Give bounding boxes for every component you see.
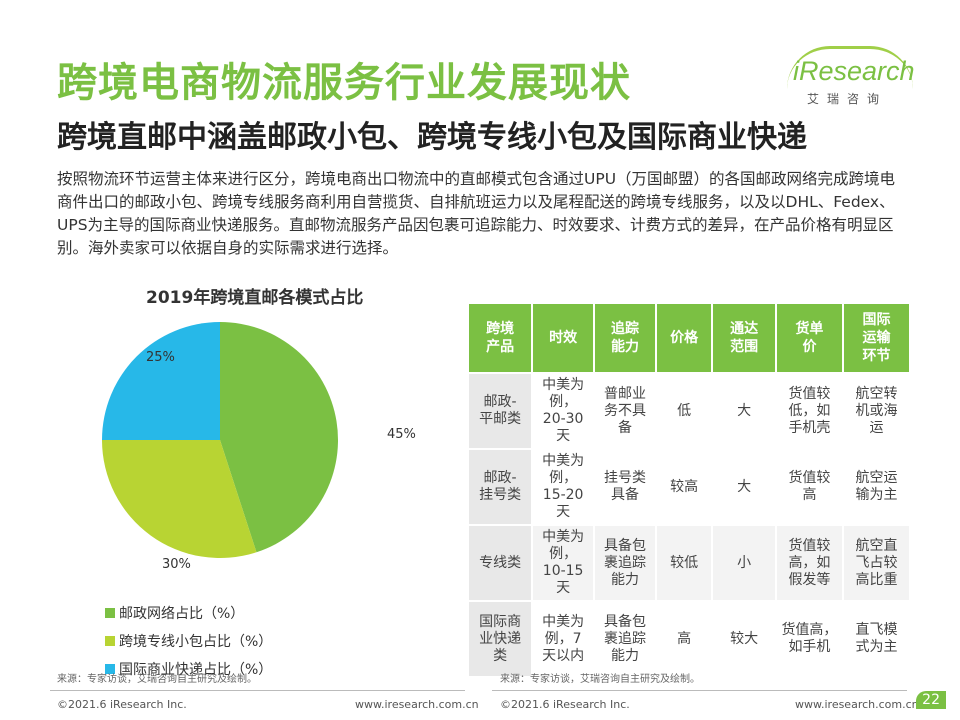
table-cell: 较高 bbox=[656, 450, 712, 524]
table-cell: 货值较 低，如 手机壳 bbox=[776, 374, 842, 448]
table-header-cell: 追踪 能力 bbox=[595, 304, 655, 372]
table-cell: 具备包 裹追踪 能力 bbox=[595, 526, 655, 600]
legend-item-line: 跨境专线小包占比（%） bbox=[105, 631, 272, 651]
table-cell: 邮政- 挂号类 bbox=[469, 450, 532, 524]
table-header-cell: 国际 运输 环节 bbox=[844, 304, 909, 372]
table-row: 国际商 业快递类中美为 例，7 天以内 具备包 裹追踪 能力高较大 货值高， 如手机 直飞模 式为主 bbox=[469, 602, 909, 676]
legend-label-line: 跨境专线小包占比（%） bbox=[119, 634, 273, 650]
table-row: 邮政- 挂号类 中美为 例， 15-20 天挂号类 具备 较高大货值较高航空运 输为主 bbox=[469, 450, 909, 524]
table-cell: 高 bbox=[656, 602, 712, 676]
footer-divider-right bbox=[492, 690, 907, 691]
table-cell: 国际商 业快递类 bbox=[469, 602, 532, 676]
logo-brand: iResearch bbox=[793, 56, 915, 86]
table-cell: 较低 bbox=[656, 526, 712, 600]
table-cell: 低 bbox=[656, 374, 712, 448]
table-cell: 大 bbox=[713, 374, 775, 448]
url-left: www.iresearch.com.cn bbox=[355, 698, 479, 711]
footer-divider-left bbox=[50, 690, 465, 691]
source-note-left: 来源：专家访谈，艾瑞咨询自主研究及绘制。 bbox=[57, 674, 257, 685]
legend-swatch-postal bbox=[105, 608, 115, 618]
legend-item-express: 国际商业快递占比（%） bbox=[105, 659, 272, 679]
logo-cn: 艾瑞咨询 bbox=[807, 92, 888, 106]
legend-swatch-line bbox=[105, 636, 115, 646]
pie-slice-line bbox=[102, 440, 257, 558]
table-cell: 邮政- 平邮类 bbox=[469, 374, 532, 448]
table-cell: 大 bbox=[713, 450, 775, 524]
copyright-left: ©2021.6 iResearch Inc. bbox=[57, 698, 187, 711]
table-body: 邮政- 平邮类 中美为 例， 20-30 天普邮业 务不具备低大货值较 低，如 手机壳 航空转 机或… bbox=[469, 374, 909, 676]
table-cell: 具备包 裹追踪 能力 bbox=[595, 602, 655, 676]
legend-item-postal: 邮政网络占比（%） bbox=[105, 603, 244, 623]
table-cell: 挂号类 具备 bbox=[595, 450, 655, 524]
table-cell: 航空运 输为主 bbox=[844, 450, 909, 524]
url-right: www.iresearch.com.cn bbox=[795, 698, 919, 711]
page-number: 22 bbox=[916, 691, 946, 709]
table-cell: 普邮业 务不具备 bbox=[595, 374, 655, 448]
table-header-cell: 通达 范围 bbox=[713, 304, 775, 372]
pie-label-line: 30% bbox=[162, 557, 191, 572]
legend-label-postal: 邮政网络占比（%） bbox=[119, 606, 245, 622]
table-cell: 小 bbox=[713, 526, 775, 600]
chart-title: 2019年跨境直邮各模式占比 bbox=[146, 288, 364, 308]
pie-slice-express bbox=[102, 322, 220, 440]
iresearch-logo: iResearch 艾瑞咨询 bbox=[785, 46, 915, 110]
table-cell: 货值较高 bbox=[776, 450, 842, 524]
table-cell: 直飞模 式为主 bbox=[844, 602, 909, 676]
table-header-row: 跨境 产品 时效 追踪 能力 价格 通达 范围 货单价国际 运输 环节 bbox=[469, 304, 909, 372]
body-text: 按照物流环节运营主体来进行区分，跨境电商出口物流中的直邮模式包含通过UPU（万国… bbox=[57, 170, 896, 257]
table-cell: 中美为 例， 20-30 天 bbox=[533, 374, 594, 448]
logo-swoosh-icon bbox=[787, 46, 913, 89]
table-cell: 中美为 例，7 天以内 bbox=[533, 602, 594, 676]
table-header-cell: 货单价 bbox=[776, 304, 842, 372]
legend-swatch-express bbox=[105, 664, 115, 674]
pie-slice-postal bbox=[220, 322, 338, 553]
table-cell: 中美为 例， 10-15 天 bbox=[533, 526, 594, 600]
page-title: 跨境电商物流服务行业发展现状 bbox=[57, 60, 631, 106]
table-cell: 航空直 飞占较 高比重 bbox=[844, 526, 909, 600]
table-header-cell: 跨境 产品 bbox=[469, 304, 532, 372]
table-cell: 较大 bbox=[713, 602, 775, 676]
pie-chart bbox=[102, 322, 338, 558]
comparison-table: 跨境 产品 时效 追踪 能力 价格 通达 范围 货单价国际 运输 环节 邮政- 平邮类 中美为 例， 20-… bbox=[467, 302, 911, 678]
table-cell: 货值较 高，如 假发等 bbox=[776, 526, 842, 600]
source-note-right: 来源：专家访谈，艾瑞咨询自主研究及绘制。 bbox=[500, 674, 700, 685]
chart-legend: 邮政网络占比（%） 跨境专线小包占比（%） 国际商业快递占比（%） bbox=[105, 603, 445, 687]
table-cell: 航空转 机或海运 bbox=[844, 374, 909, 448]
pie-label-express: 25% bbox=[146, 350, 175, 365]
legend-label-express: 国际商业快递占比（%） bbox=[119, 662, 273, 678]
pie-label-postal: 45% bbox=[387, 427, 416, 442]
copyright-right: ©2021.6 iResearch Inc. bbox=[500, 698, 630, 711]
table-row: 专线类 中美为 例， 10-15 天具备包 裹追踪 能力 较低小货值较 高，如 假发等 航空直 飞占较… bbox=[469, 526, 909, 600]
table-header-cell: 价格 bbox=[656, 304, 712, 372]
table-cell: 专线类 bbox=[469, 526, 532, 600]
table-cell: 中美为 例， 15-20 天 bbox=[533, 450, 594, 524]
table-header-cell: 时效 bbox=[533, 304, 594, 372]
table-row: 邮政- 平邮类 中美为 例， 20-30 天普邮业 务不具备低大货值较 低，如 手机壳 航空转 机或… bbox=[469, 374, 909, 448]
table-cell: 货值高， 如手机 bbox=[776, 602, 842, 676]
page-subtitle: 跨境直邮中涵盖邮政小包、跨境专线小包及国际商业快递 bbox=[57, 120, 807, 155]
